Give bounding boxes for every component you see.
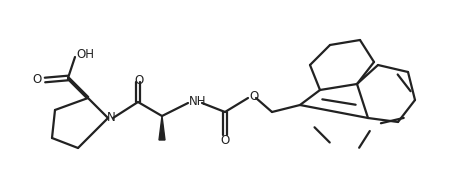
Polygon shape xyxy=(159,116,165,140)
Text: NH: NH xyxy=(189,95,206,108)
Text: O: O xyxy=(249,90,258,103)
Text: O: O xyxy=(32,74,41,87)
Text: O: O xyxy=(134,74,143,88)
Text: OH: OH xyxy=(76,47,94,60)
Text: O: O xyxy=(220,133,229,146)
Text: N: N xyxy=(106,112,115,124)
